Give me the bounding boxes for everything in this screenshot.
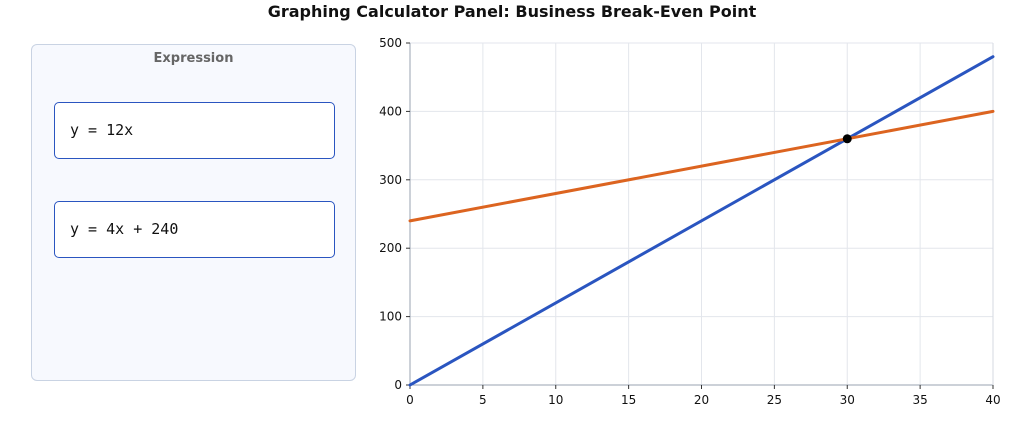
- y-tick-label: 400: [379, 104, 402, 118]
- x-tick-label: 30: [840, 393, 855, 407]
- expression-text-2: y = 4x + 240: [70, 220, 179, 238]
- expression-input-1[interactable]: y = 12x: [54, 102, 335, 159]
- x-tick-label: 25: [767, 393, 782, 407]
- x-tick-label: 5: [479, 393, 487, 407]
- series-line-1: [408, 55, 995, 387]
- expression-panel-header: Expression: [153, 51, 234, 66]
- series-line-2: [408, 109, 995, 223]
- expression-panel: Expression y = 12x y = 4x + 240: [31, 44, 356, 381]
- x-tick-label: 15: [621, 393, 636, 407]
- y-tick-label: 500: [379, 36, 402, 50]
- page-title: Graphing Calculator Panel: Business Brea…: [267, 2, 757, 21]
- expression-input-2[interactable]: y = 4x + 240: [54, 201, 335, 258]
- x-tick-label: 35: [912, 393, 927, 407]
- expression-text-1: y = 12x: [70, 121, 134, 139]
- x-tick-label: 20: [694, 393, 709, 407]
- y-tick-label: 200: [379, 241, 402, 255]
- x-tick-label: 0: [406, 393, 414, 407]
- x-tick-label: 10: [548, 393, 563, 407]
- break-even-point: [842, 134, 852, 144]
- y-tick-label: 300: [379, 173, 402, 187]
- y-tick-label: 0: [394, 378, 402, 392]
- x-tick-label: 40: [985, 393, 1000, 407]
- y-tick-label: 100: [379, 310, 402, 324]
